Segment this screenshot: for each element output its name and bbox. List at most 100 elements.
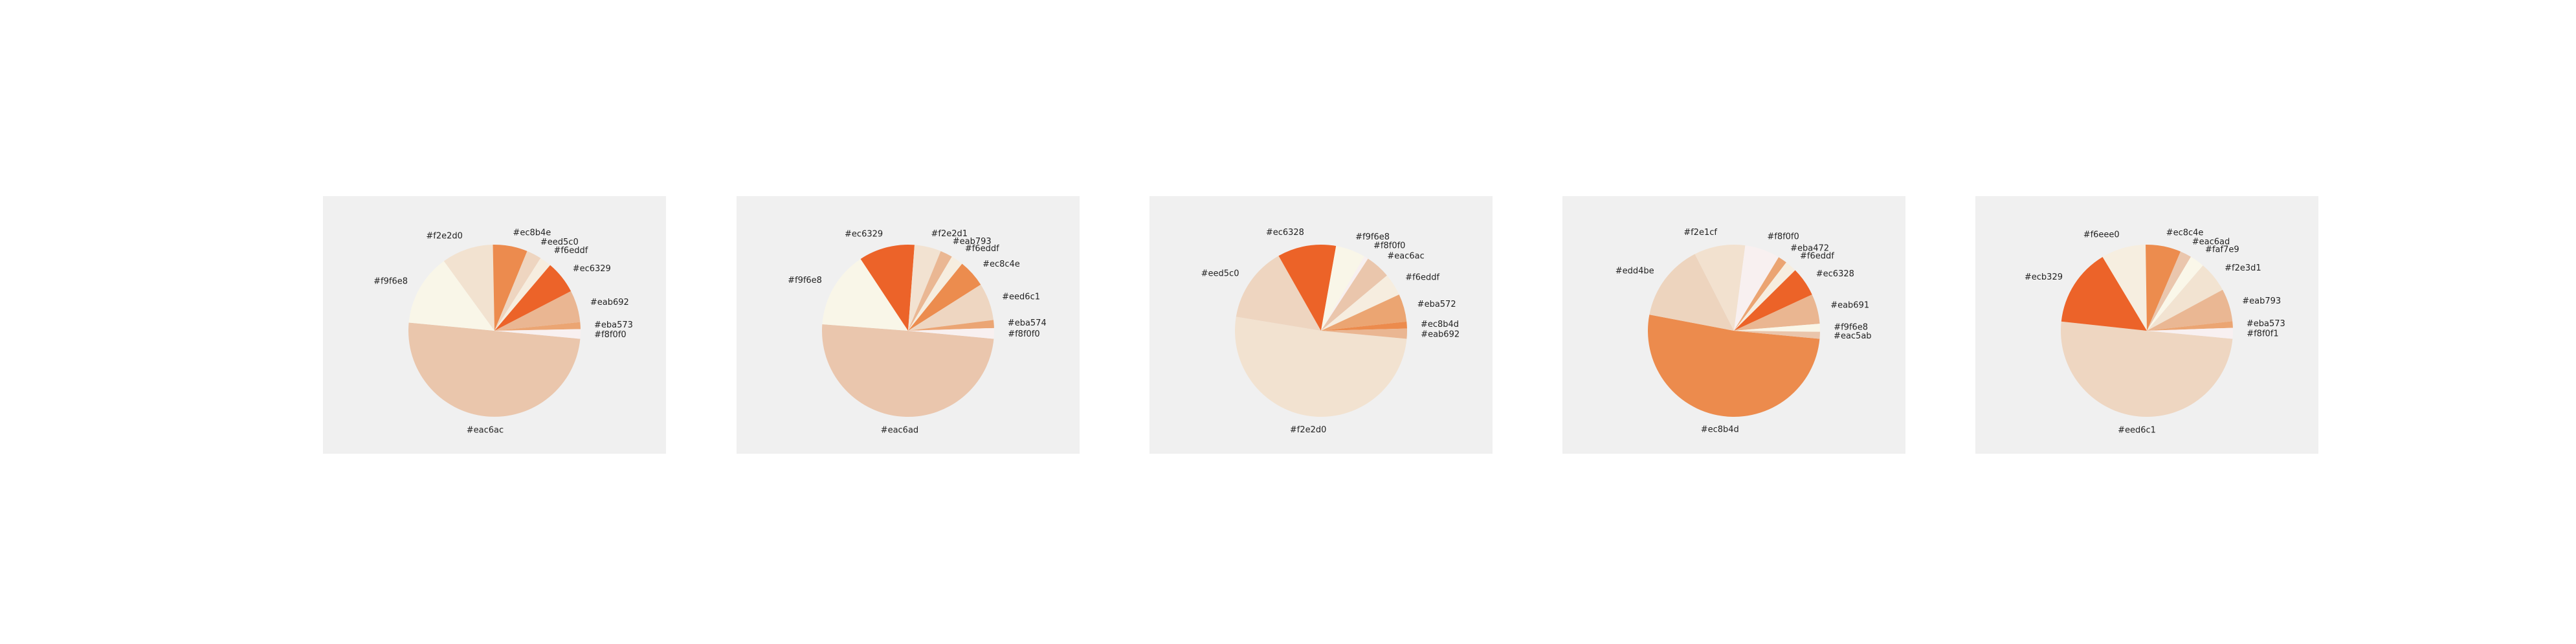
pie-slice-label: #ec8b4d [1421,320,1459,329]
pie-slice-label: #f2e3d1 [2225,263,2261,273]
pie-slice [1647,315,1820,417]
pie-slice-label: #eba572 [1417,300,1456,309]
pie-slice [1734,257,1786,331]
pie-slice [1321,246,1364,331]
pie-slice-label: #ec8b4e [513,228,551,238]
pie-slice [494,265,572,331]
pie-slice-label: #f6eddf [1800,251,1834,261]
pie-slice [494,258,551,331]
pie-slice-label: #f9f6e8 [1355,232,1390,242]
pie-slice-label: #f6eee0 [2083,230,2120,240]
pie-slice [2147,321,2233,331]
pie-slice-label: #f9f6e8 [1834,323,1868,333]
pie-slice-label: #ec6328 [1816,269,1854,279]
pie-slice-label: #f8f0f0 [1767,232,1799,242]
pie-slice [821,324,994,417]
pie-slice [1694,245,1746,331]
pie-slice [2061,256,2147,331]
pie-slice [1236,256,1321,331]
pie-slice [494,322,581,331]
pie-slice [908,328,994,339]
pie-slice [408,261,494,331]
pie-slice-label: #eac5ab [1834,331,1872,341]
pie-slice [1734,331,1820,339]
pie-slice [2147,289,2233,331]
pie-chart-1: #eac6ac #f9f6e8 #f2e2d0 #ec8b4e#eed5c0#f6ed… [323,196,666,454]
pie-slice [908,284,994,331]
pie-slice-label: #eba574 [1008,318,1047,328]
pie-slice [494,250,541,331]
pie-slice [493,244,527,331]
pie-slice-label: #f8f0f1 [2247,329,2278,339]
pie-slice-label: #f6eddf [1405,272,1439,282]
pie-slice [908,320,994,331]
pie-slice-label: #eed5c0 [540,238,579,247]
pie-slice-label: #ec6329 [573,264,611,274]
pie-slice [494,291,581,331]
pie-slice-label: #ec8c4e [983,260,1020,269]
pie-slice [1321,256,1368,331]
pie-slice-label: #f2e2d0 [426,232,463,241]
pie-slice [2060,321,2233,417]
pie-slice-label: #eba573 [594,320,633,330]
pie-chart-3: #f2e2d0 #eed5c0 #ec6328 #f9f6e8#f8f0f0#eac6… [1149,196,1493,454]
pie-slice-label: #eab793 [953,237,992,247]
pie-slice-label: #f8f0f0 [1008,329,1039,339]
pie-slice [860,245,915,331]
pie-slice [1734,270,1812,331]
pie-slice-label: #f6eddf [965,244,999,254]
pie-slice-label: #eab793 [2242,296,2281,306]
pie-slice-label: #f2e2d1 [931,229,968,239]
pie-slice-label: #f6eddf [553,246,588,256]
pie-slice-label: #f8f0f0 [1373,241,1405,251]
pie-slice-label: #ec6329 [845,230,883,239]
pie-slice [2147,328,2234,339]
pie-chart-4: #ec8b4d #edd4be #f2e1cf #f8f0f0 #eba472#f6ed… [1562,196,1905,454]
pie-slice [822,259,908,331]
pie-slice [408,322,581,417]
pie-slice-label: #ec6328 [1266,228,1304,238]
pie-slice-label: #eba573 [2247,319,2285,329]
pie-slice-label: #f2e2d0 [1290,425,1327,435]
pie-slice [1734,294,1820,331]
pie-slice-label: #ec8c4e [2166,228,2204,238]
pie-slice-label: #f2e1cf [1683,228,1717,238]
pie-slice [1321,321,1407,331]
pie-slice-label: #eed6c1 [1002,293,1040,302]
pie-slice [908,250,952,331]
pie-slice [1321,258,1387,331]
pie-slice-label: #eba472 [1790,244,1829,254]
pie-slice-label: #eab691 [1830,301,1869,311]
pie-slice [908,263,981,331]
pie-slice-label: #f9f6e8 [788,276,822,285]
pie-slice-label: #ecb329 [2025,272,2063,282]
pie-slice-label: #eed6c1 [2118,425,2156,435]
pie-slice [1278,245,1337,331]
pie-slice-label: #edd4be [1616,266,1654,276]
pie-slice-label: #f8f0f0 [594,330,626,340]
pie-slice [2147,256,2203,331]
pie-slice-label: #f9f6e8 [373,277,408,287]
pie-slice [1235,316,1407,417]
pie-slice-label: #eac6ac [1387,252,1424,261]
pie-slice-label: #ec8b4d [1701,425,1739,435]
pie-slice [1321,275,1399,331]
pie-slice-label: #faf7e9 [2205,245,2239,255]
pie-slice-label: #eed5c0 [1201,269,1239,279]
pie-slice [443,245,494,331]
pie-chart-5: #eed6c1 #ecb329 #f6eee0 #ec8c4e#eac6ad#faf7… [1975,196,2318,454]
pie-slice [2147,265,2223,331]
pie-slice-label: #eac6ac [467,426,504,436]
pie-slice [1734,324,1820,332]
pie-slice [2146,245,2181,331]
pie-slice [1734,245,1779,331]
pie-slice [1734,262,1795,331]
pie-slice-label: #eac6ad [881,426,919,436]
pie-slice-label: #eab692 [590,298,629,307]
pie-slice [2102,245,2147,331]
pie-slice [1649,254,1734,331]
pie-slice [908,245,941,331]
pie-slice [494,329,581,339]
pie-slice [2147,251,2191,331]
